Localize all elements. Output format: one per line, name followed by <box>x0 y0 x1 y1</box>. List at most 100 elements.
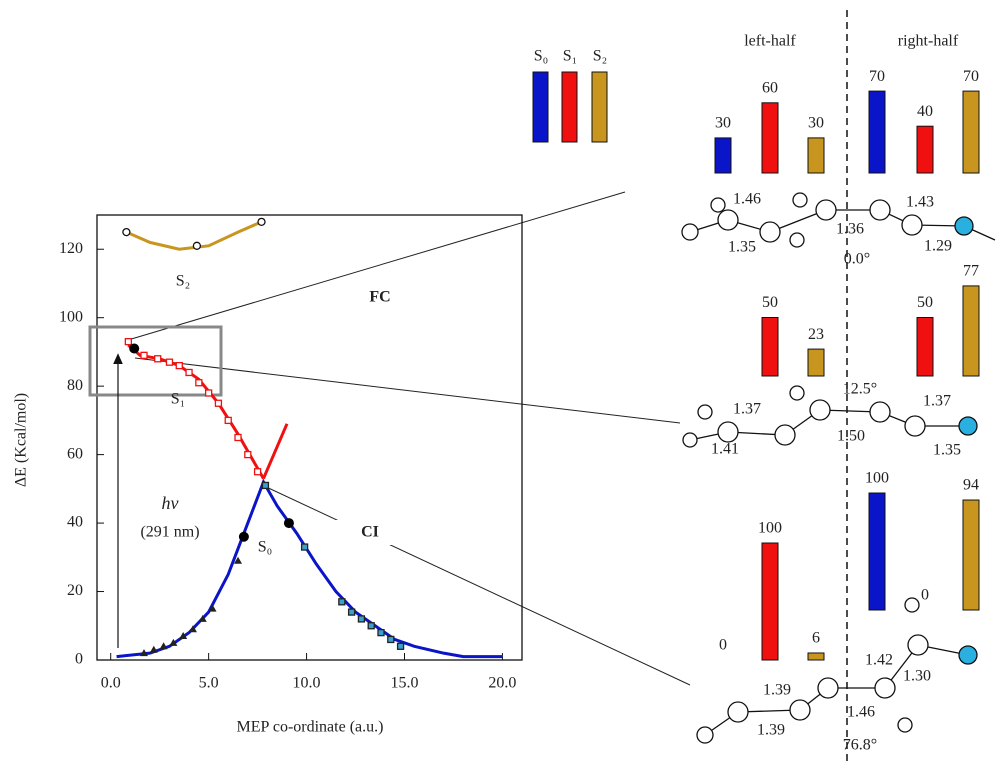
bar-label: 0 <box>719 637 727 654</box>
bar-label: 30 <box>715 115 731 132</box>
legend-label: S₂ <box>593 48 607 65</box>
y-tick-label: 120 <box>59 240 83 257</box>
marker <box>255 469 261 475</box>
bond-label: 1.46 <box>847 704 875 721</box>
curve-label: S₀ <box>258 539 272 556</box>
marker <box>193 242 200 249</box>
curve-label: S₁ <box>171 391 185 408</box>
bar-label: 100 <box>865 470 889 487</box>
legend-swatch <box>562 72 577 142</box>
bond-label: 1.35 <box>933 442 961 459</box>
marker <box>186 369 192 375</box>
bar-label: 6 <box>812 630 820 647</box>
marker <box>284 518 294 528</box>
bond-label: 1.50 <box>837 428 865 445</box>
x-axis-label: MEP co-ordinate (a.u.) <box>237 719 384 736</box>
bond-label: 1.35 <box>728 239 756 256</box>
marker <box>378 630 384 636</box>
bond-label: 1.29 <box>924 238 952 255</box>
marker <box>258 218 265 225</box>
bond-label: 1.37 <box>733 401 761 418</box>
legend-swatch <box>592 72 607 142</box>
marker <box>196 380 202 386</box>
marker <box>225 417 231 423</box>
bond-label: 1.46 <box>733 191 761 208</box>
y-tick-label: 60 <box>67 445 83 462</box>
bar <box>808 653 824 660</box>
annotation: hν <box>162 493 179 513</box>
bond-label: 1.36 <box>836 221 864 238</box>
bar <box>715 138 731 173</box>
marker <box>262 482 268 488</box>
bar <box>869 91 885 173</box>
bar-label: 60 <box>762 79 778 96</box>
y-tick-label: 40 <box>67 514 83 531</box>
bond-label: 76.8° <box>843 737 877 754</box>
marker <box>339 599 345 605</box>
bar-label: 0 <box>921 587 929 604</box>
bar-label: 40 <box>917 103 933 120</box>
bar-label: 77 <box>963 263 979 280</box>
marker <box>302 544 308 550</box>
bar <box>963 91 979 173</box>
annotation: FC <box>369 289 390 306</box>
bar <box>869 493 885 610</box>
header: right-half <box>898 33 959 50</box>
bond-label: 1.43 <box>906 194 934 211</box>
y-tick-label: 20 <box>67 582 83 599</box>
legend-label: S₀ <box>534 48 548 65</box>
bar <box>808 349 824 376</box>
bar <box>808 138 824 173</box>
y-tick-label: 0 <box>75 651 83 668</box>
y-tick-label: 100 <box>59 308 83 325</box>
bar-label: 50 <box>917 294 933 311</box>
marker <box>125 339 131 345</box>
bar-label: 70 <box>963 68 979 85</box>
bar <box>917 126 933 173</box>
bar-label: 50 <box>762 294 778 311</box>
marker <box>166 359 172 365</box>
marker <box>155 356 161 362</box>
legend-swatch <box>533 72 548 142</box>
bar <box>762 543 778 660</box>
plot-frame <box>97 215 522 660</box>
curve <box>263 424 287 479</box>
legend-label: S₁ <box>563 48 577 65</box>
marker <box>176 363 182 369</box>
bar <box>762 318 778 377</box>
bar <box>762 103 778 173</box>
bond-label: 12.5° <box>843 381 877 398</box>
x-tick-label: 15.0 <box>390 675 418 692</box>
annotation: (291 nm) <box>140 524 199 541</box>
bond-label: 1.41 <box>711 441 739 458</box>
marker <box>141 352 147 358</box>
bar <box>917 318 933 377</box>
bar-label: 100 <box>758 520 782 537</box>
bond-label: 1.37 <box>923 393 951 410</box>
marker <box>239 532 249 542</box>
marker <box>245 452 251 458</box>
x-tick-label: 5.0 <box>199 675 219 692</box>
marker <box>368 623 374 629</box>
molecule <box>682 193 995 743</box>
bond-label: 1.39 <box>763 682 791 699</box>
y-tick-label: 80 <box>67 377 83 394</box>
x-tick-label: 0.0 <box>101 675 121 692</box>
header: left-half <box>744 33 796 50</box>
bond-label: 1.42 <box>865 652 893 669</box>
marker <box>358 616 364 622</box>
y-axis-label: ΔE (Kcal/mol) <box>13 393 30 487</box>
bar-label: 70 <box>869 68 885 85</box>
marker <box>349 609 355 615</box>
connector <box>128 192 625 340</box>
bar-label: 30 <box>808 115 824 132</box>
curve-label: S₂ <box>176 273 190 290</box>
bar-label: 23 <box>808 326 824 343</box>
annotation: CI <box>361 524 379 541</box>
x-tick-label: 20.0 <box>488 675 516 692</box>
bond-label: 0.0° <box>844 251 870 268</box>
bar-label: 94 <box>963 477 979 494</box>
figure: FC CI hν (291 nm) S₂ S₁ S₀ MEP co-ordina… <box>0 0 998 765</box>
marker <box>388 636 394 642</box>
connector <box>135 358 680 423</box>
